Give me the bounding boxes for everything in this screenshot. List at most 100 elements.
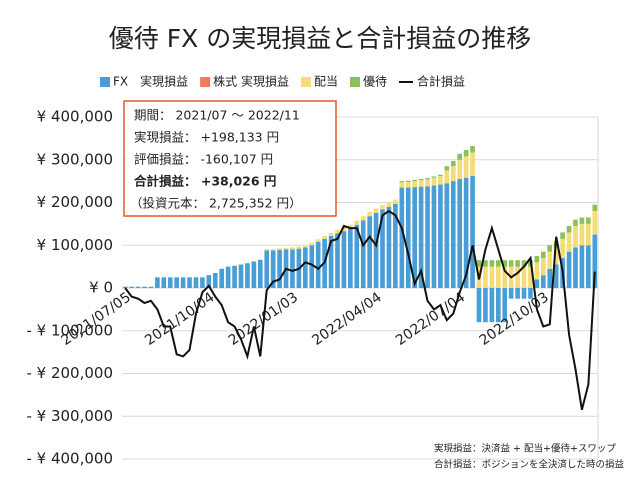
bar-segment [470,146,475,153]
bar-segment [206,275,212,288]
annotation-text: （投資元本： 2,725,352 円） [130,196,302,211]
bar-segment [431,185,437,288]
bar-segment [586,245,591,288]
bar-segment [399,182,405,188]
bar-segment [155,277,160,288]
x-tick-label: 2021/07/05 [59,289,134,348]
bar-segment [341,227,347,232]
bar-segment [431,176,437,178]
y-tick-label: ¥ 300,000 [37,150,113,168]
bar-segment [483,266,488,288]
bar-segment [586,217,591,224]
x-tick-label: 2021/10/04 [142,289,217,348]
bar-segment [425,178,430,180]
bar-segment [450,161,456,167]
bar-segment [508,260,514,267]
bar-segment [309,242,315,246]
legend-label: 株式 実現損益 [213,74,289,89]
bar-segment [309,245,315,288]
bar-segment [283,247,289,250]
annotation-text: 評価損益： -160,107 円 [134,152,273,167]
bar-segment [425,186,430,288]
bar-segment [566,251,572,288]
bar-segment [322,235,327,239]
bar-segment [515,260,520,267]
legend-swatch [349,77,360,87]
bar-segment [354,220,360,225]
bar-segment [264,250,270,288]
bar-segment [257,259,263,288]
bar-segment [303,245,308,248]
bar-segment [167,277,173,288]
legend-label: 配当 [314,75,338,89]
bar-segment [200,277,205,288]
bar-segment [303,247,308,288]
bar-segment [412,187,417,288]
bar-segment [264,249,270,251]
bar-segment [457,159,463,179]
bar-segment [528,288,533,299]
bar-segment [566,232,572,252]
bar-segment [129,286,134,288]
bar-segment [328,232,334,236]
bar-segment [405,180,411,182]
bar-segment [161,277,167,288]
bar-segment [418,186,424,288]
bar-segment [592,234,598,288]
bar-segment [489,288,495,323]
bar-segment [521,266,527,288]
bar-segment [122,286,128,288]
bar-segment [470,152,475,176]
bar-segment [502,266,508,288]
bar-segment [360,216,366,221]
legend-swatch [300,77,311,87]
bar-segment [444,183,450,288]
bar-segment [534,279,540,288]
bar-segment [573,219,578,227]
bar-segment [573,247,578,288]
bar-segment [560,232,565,239]
bar-segment [335,233,340,288]
bar-segment [444,166,450,171]
bar-segment [367,211,372,217]
bar-segment [135,286,141,288]
bar-segment [553,264,559,288]
bar-segment [438,184,443,288]
bar-segment [521,288,527,299]
bar-segment [386,202,392,207]
bar-segment [463,177,469,288]
bar-segment [579,245,585,288]
bar-segment [431,177,437,186]
bar-segment [547,251,553,269]
bar-segment [592,211,598,235]
bar-segment [476,260,482,267]
bar-segment [315,241,321,288]
bar-segment [290,247,295,250]
bar-segment [418,178,424,181]
bar-segment [457,178,463,288]
bar-segment [508,288,514,299]
annotation-text: 実現損益： +198,133 円 [134,130,279,145]
footnote: 合計損益：ポジションを全決済した時の損益 [434,459,625,471]
y-tick-label: ¥ 200,000 [37,193,113,211]
bar-segment [412,181,417,188]
y-tick-label: ¥ 400,000 [37,108,113,126]
legend-swatch [100,77,110,87]
bar-segment [528,266,533,288]
bar-segment [489,266,495,288]
bar-segment [142,286,147,288]
bar-segment [360,220,366,288]
bar-segment [457,153,463,160]
bar-segment [290,249,295,288]
legend-swatch [200,77,211,87]
bar-segment [502,288,508,323]
bar-segment [560,238,565,259]
bar-segment [354,224,360,288]
bar-segment [495,288,501,323]
bar-segment [470,175,475,288]
bar-segment [193,277,199,288]
y-tick-label: - ¥ 200,000 [26,364,113,382]
x-tick-label: 2022/04/04 [309,289,384,348]
bar-segment [399,181,405,183]
